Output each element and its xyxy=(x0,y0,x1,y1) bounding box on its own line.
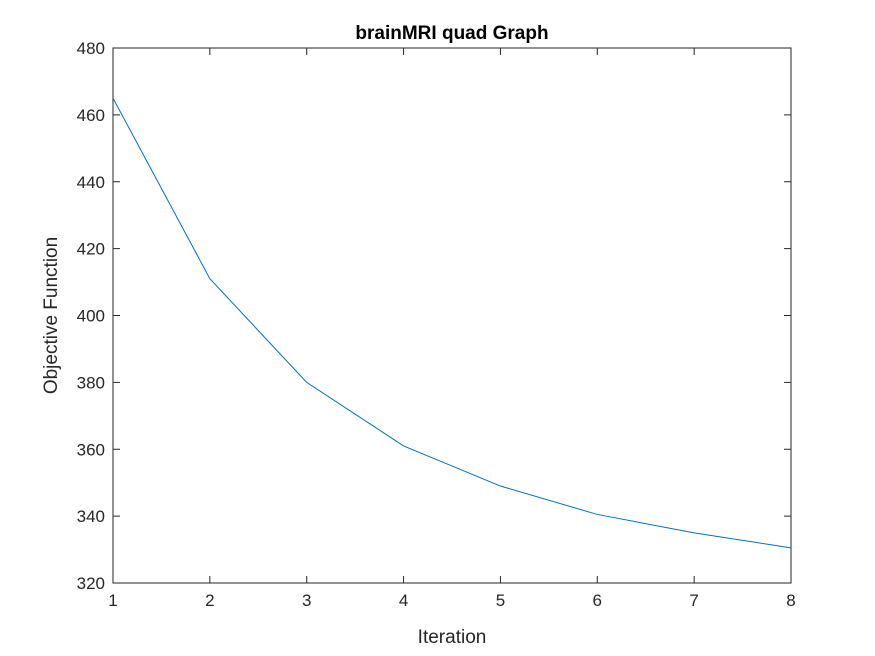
y-tick-labels: 320 340 360 380 400 420 440 460 480 xyxy=(77,39,105,593)
x-tick-label-0: 1 xyxy=(108,591,117,610)
y-tick-label-1: 340 xyxy=(77,507,105,526)
axes-box xyxy=(112,47,792,584)
series-group xyxy=(112,97,792,549)
y-tick-label-7: 460 xyxy=(77,106,105,125)
x-tick-labels: 1 2 3 4 5 6 7 8 xyxy=(108,591,795,610)
y-tick-label-6: 440 xyxy=(77,173,105,192)
y-tick-label-5: 420 xyxy=(77,240,105,259)
ticks-group xyxy=(112,47,792,584)
y-tick-label-2: 360 xyxy=(77,440,105,459)
chart-title: brainMRI quad Graph xyxy=(355,23,548,44)
y-tick-label-8: 480 xyxy=(77,39,105,58)
y-tick-label-4: 400 xyxy=(77,307,105,326)
x-axis-label: Iteration xyxy=(418,627,487,648)
x-tick-label-7: 8 xyxy=(786,591,795,610)
y-tick-label-3: 380 xyxy=(77,373,105,392)
y-axis-label: Objective Function xyxy=(41,237,62,394)
x-tick-label-3: 4 xyxy=(399,591,408,610)
x-tick-label-6: 7 xyxy=(689,591,698,610)
x-tick-label-5: 6 xyxy=(593,591,602,610)
y-tick-label-0: 320 xyxy=(77,574,105,593)
x-tick-label-4: 5 xyxy=(496,591,505,610)
x-tick-label-1: 2 xyxy=(205,591,214,610)
x-tick-label-2: 3 xyxy=(302,591,311,610)
series-line-0 xyxy=(112,97,792,549)
